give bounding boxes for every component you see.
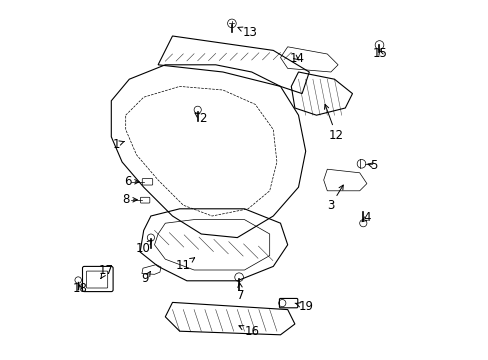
Text: 13: 13	[238, 26, 257, 39]
Text: 17: 17	[98, 264, 113, 279]
Text: 9: 9	[142, 271, 150, 285]
Text: 16: 16	[239, 325, 259, 338]
Text: 3: 3	[326, 185, 343, 212]
Text: 1: 1	[113, 138, 124, 150]
Text: 18: 18	[72, 282, 87, 294]
Text: 6: 6	[123, 175, 139, 188]
Text: 7: 7	[237, 283, 244, 302]
Text: 12: 12	[324, 104, 343, 141]
Text: 4: 4	[361, 211, 370, 224]
Text: 8: 8	[122, 193, 137, 206]
Text: 11: 11	[176, 258, 194, 272]
Text: 5: 5	[367, 159, 377, 172]
Text: 19: 19	[294, 300, 313, 313]
Text: 2: 2	[195, 112, 206, 125]
Text: 15: 15	[372, 47, 387, 60]
Text: 10: 10	[135, 240, 152, 255]
Text: 14: 14	[288, 52, 304, 65]
